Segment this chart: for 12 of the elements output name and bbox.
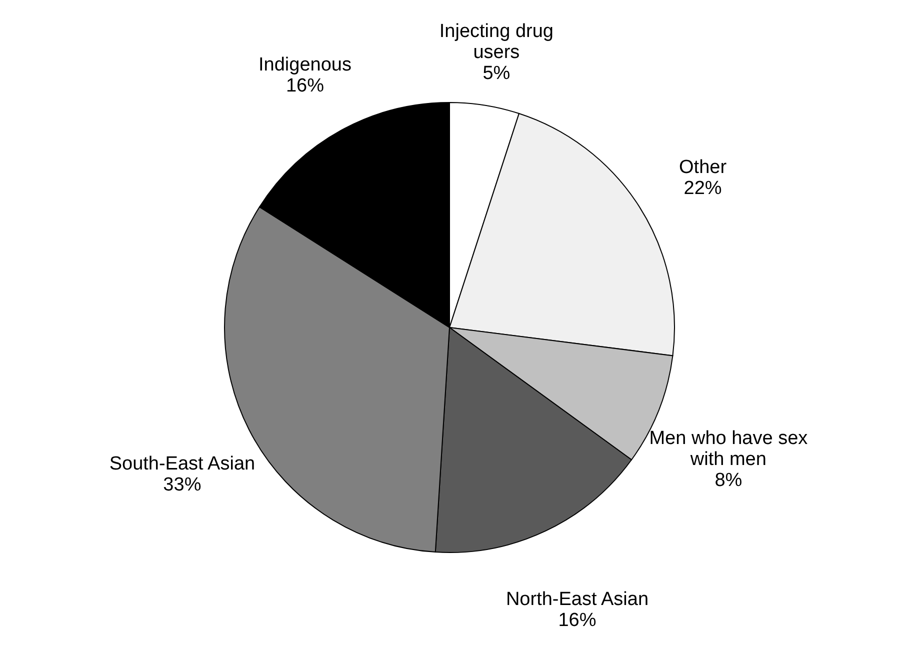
data-label: 16% (558, 610, 596, 631)
slice-label: North-East Asian (506, 588, 649, 610)
slice-label: Men who have sex with men (649, 428, 808, 470)
data-label: 22% (684, 178, 722, 199)
slice-label: South-East Asian (109, 454, 256, 475)
slice-label: Injecting drug users (439, 21, 554, 64)
data-label: 8% (714, 470, 742, 491)
data-label: 33% (163, 474, 202, 496)
slice-label: Indigenous (258, 54, 352, 76)
data-label: 5% (482, 63, 510, 84)
data-label: 16% (286, 76, 324, 97)
slice-label: Other (679, 156, 728, 178)
